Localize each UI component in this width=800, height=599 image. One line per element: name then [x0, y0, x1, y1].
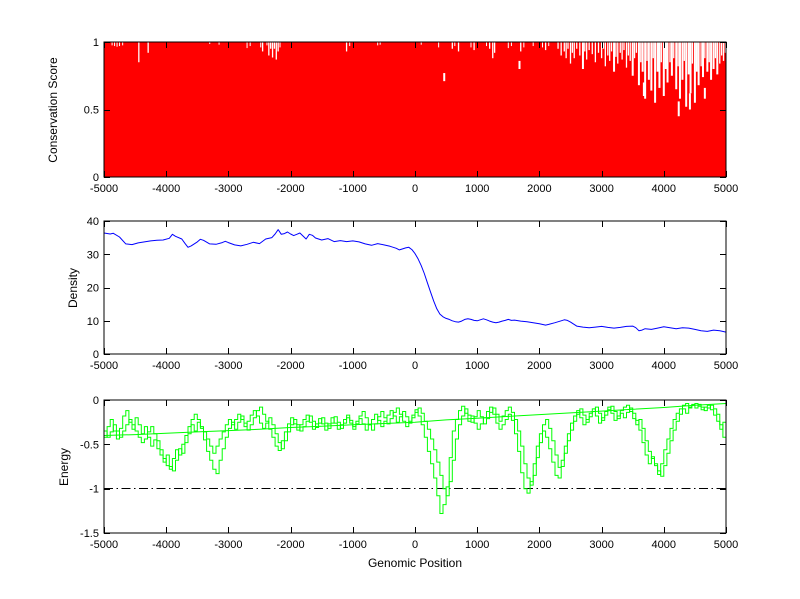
x-tick-label: -1000: [339, 360, 367, 372]
y-tick-label: 1: [93, 37, 99, 49]
density-plot-box: [103, 220, 727, 355]
x-tick-label: -4000: [152, 360, 180, 372]
x-tick-label: -5000: [90, 539, 118, 551]
conservation-area: [104, 42, 726, 177]
x-tick-label: -3000: [214, 183, 242, 195]
x-tick-label: 3000: [589, 360, 613, 372]
density-subplot: -5000 -4000 -3000 -2000 -1000 0 1000 2000 3000 40…: [87, 216, 738, 372]
x-tick-label: -2000: [277, 539, 305, 551]
y-tick-label: 0: [93, 172, 99, 184]
x-tick-label: 3000: [589, 539, 613, 551]
ylabel-energy: Energy: [57, 447, 71, 486]
x-tick-label: 0: [412, 183, 418, 195]
y-tick-label: 20: [87, 283, 99, 295]
x-tick-label: 5000: [714, 539, 738, 551]
ylabel-conservation-score: Conservation Score: [46, 56, 60, 163]
y-tick-label: 10: [87, 316, 99, 328]
xlabel-genomic-position: Genomic Position: [367, 556, 463, 570]
x-tick-label: -4000: [152, 183, 180, 195]
energy-subplot: -5000 -4000 -3000 -2000 -1000 0 1000 2000 3000 40…: [80, 395, 738, 551]
x-tick-label: 2000: [527, 539, 551, 551]
x-tick-label: 1000: [465, 539, 489, 551]
y-tick-label: 40: [87, 216, 99, 228]
x-tick-label: -1000: [339, 539, 367, 551]
x-tick-label: -5000: [90, 360, 118, 372]
x-tick-label: -5000: [90, 183, 118, 195]
ylabel-density: Density: [66, 267, 80, 308]
x-tick-label: -2000: [277, 183, 305, 195]
x-tick-label: 3000: [589, 183, 613, 195]
x-tick-label: 5000: [714, 183, 738, 195]
x-tick-label: -2000: [277, 360, 305, 372]
x-tick-label: -1000: [339, 183, 367, 195]
y-tick-label: 0.5: [84, 105, 99, 117]
x-tick-label: 5000: [714, 360, 738, 372]
x-tick-label: -3000: [214, 360, 242, 372]
x-tick-label: 1000: [465, 360, 489, 372]
x-tick-label: -3000: [214, 539, 242, 551]
y-tick-label: 0: [93, 349, 99, 361]
x-tick-label: 0: [412, 539, 418, 551]
x-tick-label: 4000: [652, 360, 676, 372]
y-tick-label: -1.5: [80, 528, 99, 540]
x-tick-label: 2000: [527, 183, 551, 195]
energy-line-2: [104, 403, 727, 497]
y-tick-label: 0: [93, 395, 99, 407]
y-tick-label: 30: [87, 249, 99, 261]
x-tick-label: 0: [412, 360, 418, 372]
x-tick-label: 4000: [652, 539, 676, 551]
conservation-subplot: -5000 -4000 -3000 -2000 -1000 0 1000 2000 3000 40…: [84, 37, 739, 195]
x-tick-label: 4000: [652, 183, 676, 195]
density-line: [103, 229, 727, 333]
y-tick-label: -1: [89, 484, 99, 496]
x-tick-label: -4000: [152, 539, 180, 551]
energy-trend-line: [103, 403, 727, 436]
x-tick-label: 1000: [465, 183, 489, 195]
y-tick-label: -0.5: [80, 439, 99, 451]
x-tick-label: 2000: [527, 360, 551, 372]
